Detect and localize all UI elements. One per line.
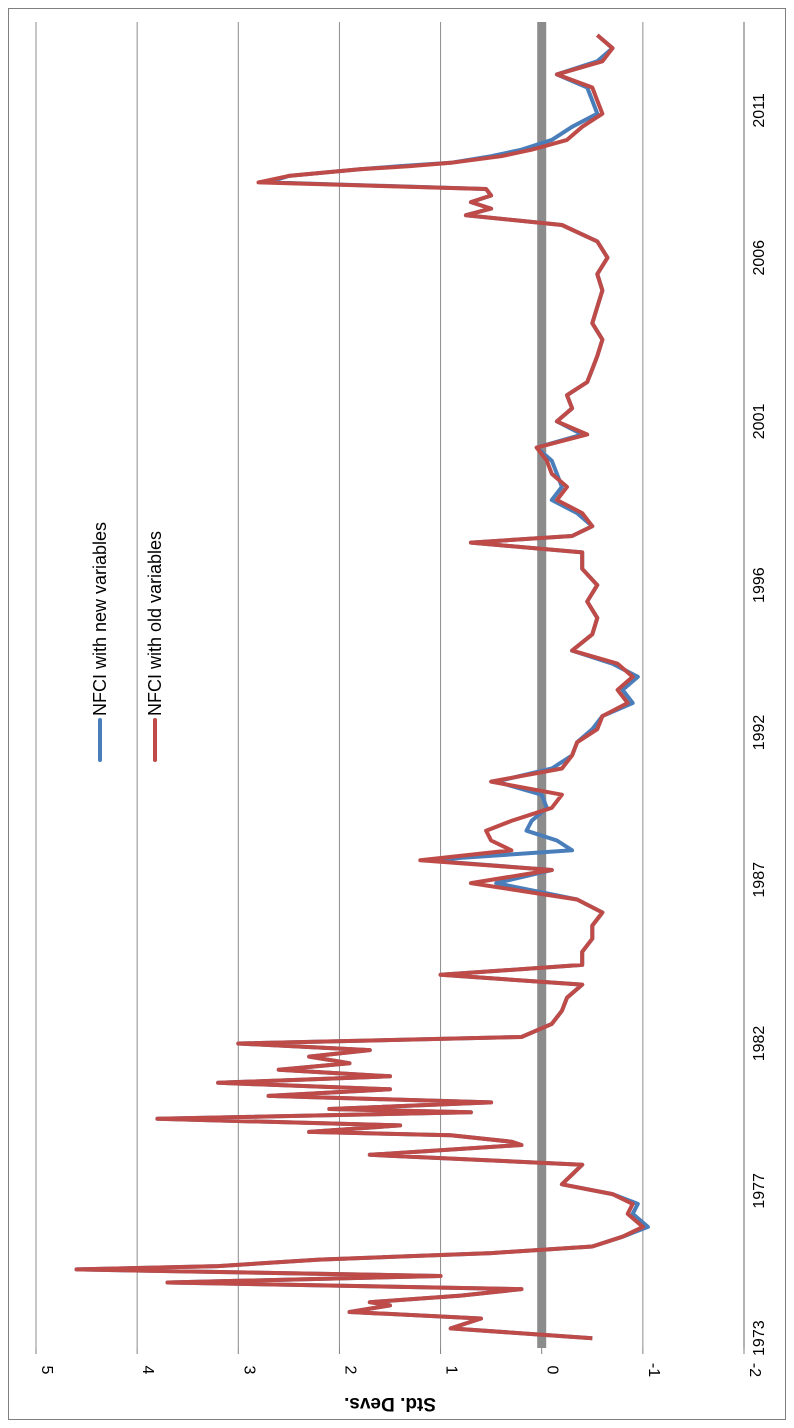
time-tick-label: 1977 — [751, 1173, 768, 1209]
series-line-old-variables — [74, 33, 645, 1341]
time-tick-label: 1996 — [751, 567, 768, 603]
value-tick-label: -1 — [645, 1363, 662, 1377]
legend-label-new-variables: NFCI with new variables — [90, 522, 110, 716]
legend: NFCI with new variables NFCI with old va… — [90, 522, 165, 762]
legend-label-old-variables: NFCI with old variables — [145, 531, 165, 716]
series-layer — [74, 33, 650, 1341]
chart-frame — [8, 8, 786, 1420]
value-tick-label: 4 — [139, 1366, 156, 1375]
value-tick-label: 2 — [341, 1366, 358, 1375]
value-axis-ticks: 5 4 3 2 1 0 -1 -2 — [35, 1348, 763, 1377]
value-tick-label: 3 — [240, 1366, 257, 1375]
time-tick-label: 2006 — [751, 240, 768, 276]
value-tick-label: 1 — [443, 1366, 460, 1375]
time-tick-label: 1992 — [751, 715, 768, 751]
time-axis-ticks: 1973 1977 1982 1987 1992 1996 2001 2006 2011 — [751, 93, 768, 1356]
time-tick-label: 1982 — [751, 1026, 768, 1062]
time-tick-label: 1973 — [751, 1320, 768, 1356]
value-tick-label: -2 — [746, 1363, 763, 1377]
gridlines — [35, 22, 745, 1348]
value-tick-label: 5 — [38, 1366, 55, 1375]
time-tick-label: 1987 — [751, 862, 768, 898]
value-tick-label: 0 — [544, 1366, 561, 1375]
time-tick-label: 2001 — [751, 404, 768, 440]
time-tick-label: 2011 — [751, 93, 768, 128]
value-axis-title: Std. Devs. — [344, 1393, 436, 1414]
